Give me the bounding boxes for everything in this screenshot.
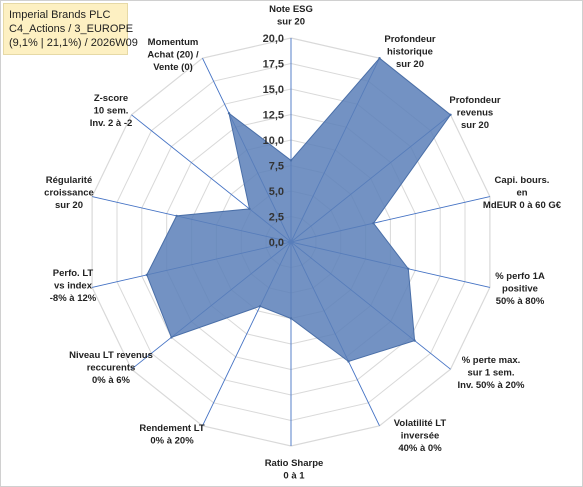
axis-label: Ratio Sharpe 0 à 1 bbox=[265, 458, 324, 482]
data-point bbox=[289, 317, 293, 320]
data-point bbox=[258, 305, 262, 308]
data-point bbox=[347, 360, 350, 363]
tick-label: 10,0 bbox=[263, 135, 284, 147]
axis-label: Perfo. LT vs index -8% à 12% bbox=[50, 268, 97, 304]
axis-label: Profondeur historique sur 20 bbox=[384, 34, 435, 70]
tick-label: 2,5 bbox=[269, 212, 284, 224]
tick-label: 20,0 bbox=[263, 33, 284, 45]
tick-label: 5,0 bbox=[269, 186, 284, 198]
tick-label: 0,0 bbox=[269, 237, 284, 249]
axis-label: Momentum Achat (20) / Vente (0) bbox=[147, 37, 199, 73]
axis-label: Note ESG sur 20 bbox=[269, 4, 313, 28]
data-point bbox=[170, 336, 173, 339]
portfolio-path: C4_Actions / 3_EUROPE bbox=[9, 23, 134, 35]
axis-label: Rendement LT 0% à 20% bbox=[139, 423, 204, 447]
axis-label: % perfo 1A positive 50% à 80% bbox=[495, 271, 545, 307]
data-point bbox=[407, 267, 410, 270]
axis-label: Capi. bours. en MdEUR 0 à 60 G€ bbox=[483, 175, 562, 211]
company-name: Imperial Brands PLC bbox=[9, 9, 111, 21]
data-point bbox=[145, 273, 148, 277]
data-point bbox=[175, 214, 178, 218]
data-point bbox=[378, 57, 381, 60]
axis-label: Niveau LT revenus reccurents 0% à 6% bbox=[69, 350, 153, 386]
axis-label: Volatilité LT inversée 40% à 0% bbox=[394, 418, 447, 454]
series-area bbox=[146, 57, 452, 363]
axis-label: Profondeur revenus sur 20 bbox=[449, 95, 500, 131]
tick-label: 15,0 bbox=[263, 84, 284, 96]
tick-label: 7,5 bbox=[269, 161, 284, 173]
data-point bbox=[227, 112, 231, 115]
data-point bbox=[248, 207, 251, 211]
axis-label: Z-score 10 sem. Inv. 2 à -2 bbox=[90, 93, 133, 129]
axis-label: Régularité croissance sur 20 bbox=[44, 175, 94, 211]
data-point bbox=[289, 159, 293, 162]
period-info: (9,1% | 21,1%) / 2026W09 bbox=[9, 37, 138, 49]
data-point bbox=[372, 222, 375, 225]
data-point bbox=[413, 339, 416, 342]
tick-label: 12,5 bbox=[263, 110, 284, 122]
chart-title-box: Imperial Brands PLC C4_Actions / 3_EUROP… bbox=[3, 3, 138, 55]
axis-label: % perte max. sur 1 sem. Inv. 50% à 20% bbox=[458, 355, 525, 391]
data-point bbox=[449, 113, 452, 117]
tick-label: 17,5 bbox=[263, 59, 284, 71]
